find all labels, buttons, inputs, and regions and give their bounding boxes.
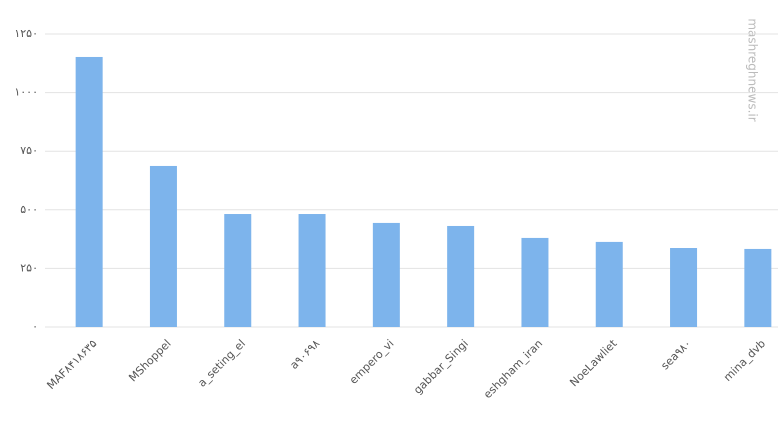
bar <box>670 248 698 327</box>
y-tick-label: ۰ <box>32 320 38 333</box>
x-tick-label: mina_dvb <box>721 337 768 384</box>
x-tick-label: gabbar_Singi <box>411 337 471 397</box>
x-tick-label: NoeLawliet <box>567 337 620 390</box>
watermark: mashreghnews.ir <box>746 18 760 121</box>
bar <box>298 214 326 327</box>
bar <box>372 222 400 327</box>
y-tick-label: ۱۲۵۰ <box>14 27 38 40</box>
y-tick-label: ۵۰۰ <box>20 203 38 216</box>
y-tick-label: ۱۰۰۰ <box>14 86 38 99</box>
y-tick-label: ۷۵۰ <box>20 144 38 157</box>
bar <box>75 56 103 328</box>
x-tick-label: a_seting_el <box>195 337 248 390</box>
x-tick-label: a۹۰۶۹۸ <box>287 337 322 372</box>
x-tick-label: MAF۸۴۱۸۶۳۵ <box>44 337 99 392</box>
y-tick-label: ۲۵۰ <box>20 261 38 274</box>
bar <box>447 225 475 327</box>
bar <box>744 248 772 327</box>
bar <box>149 165 177 327</box>
x-tick-label: eshgham_iran <box>481 337 545 401</box>
x-tick-label: sea۹۸۰ <box>658 337 693 372</box>
bar <box>521 237 549 327</box>
bar <box>224 214 252 327</box>
x-tick-label: empero_vi <box>347 337 397 387</box>
bar <box>595 241 623 327</box>
x-tick-label: MShoppel <box>126 337 173 384</box>
